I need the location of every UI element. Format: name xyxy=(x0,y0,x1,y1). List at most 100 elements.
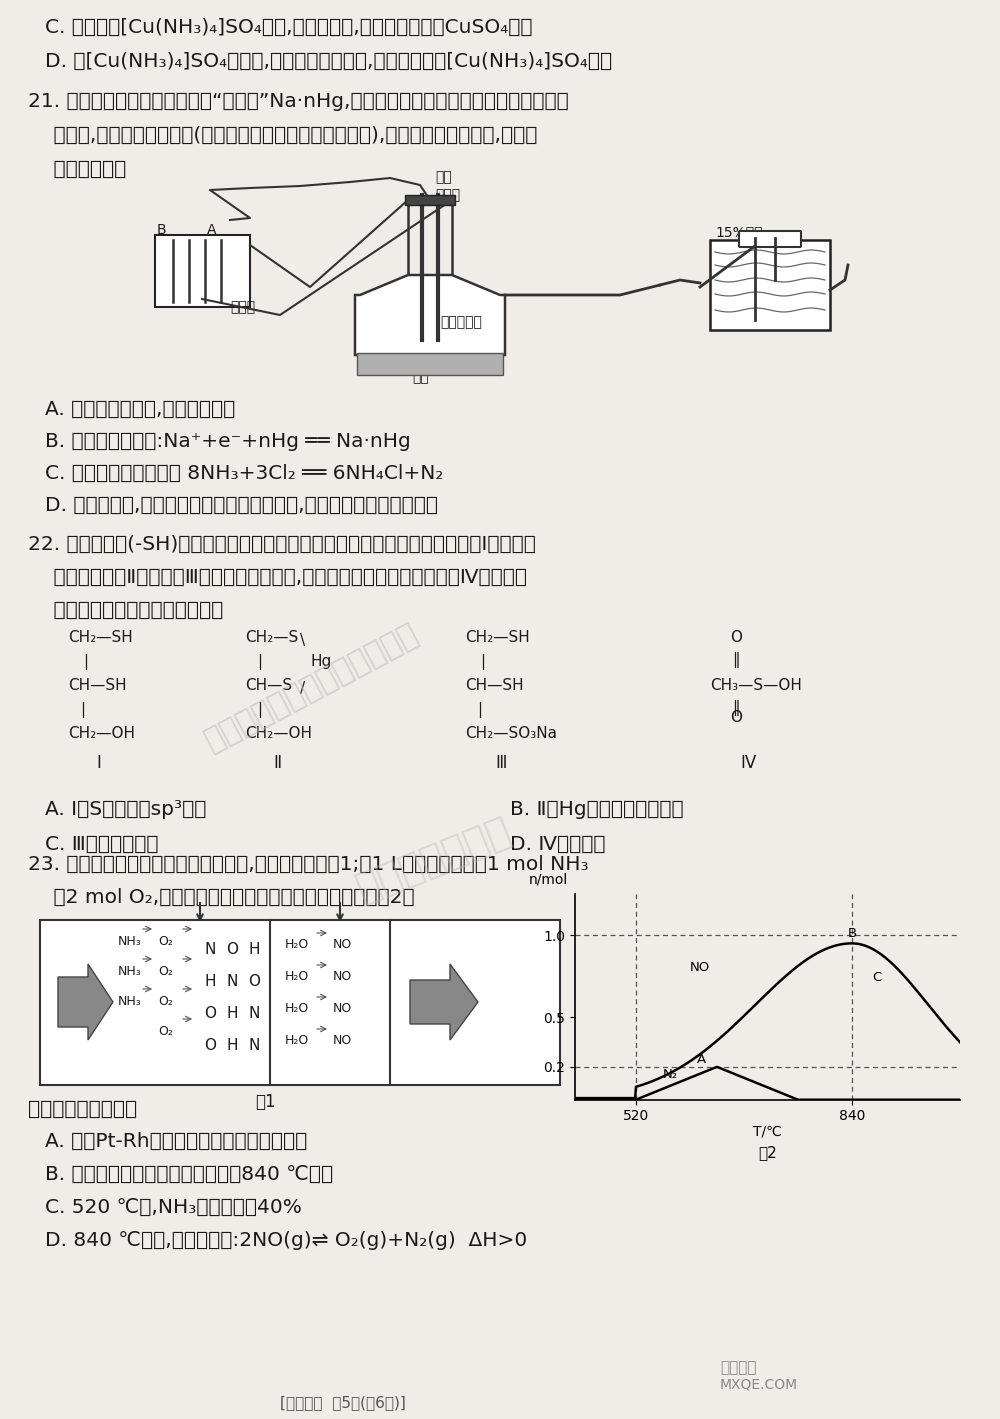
Text: CH₂—OH: CH₂—OH xyxy=(68,727,135,741)
Text: CH₃—S—OH: CH₃—S—OH xyxy=(710,678,802,692)
Text: H: H xyxy=(248,942,260,956)
Text: H₂O: H₂O xyxy=(285,1034,309,1047)
Text: ‖: ‖ xyxy=(732,651,740,668)
Polygon shape xyxy=(355,275,505,355)
Text: NO: NO xyxy=(333,1034,352,1047)
Bar xyxy=(357,353,503,375)
Text: N₂: N₂ xyxy=(663,1067,678,1080)
Text: n/mol: n/mol xyxy=(529,873,568,887)
Text: 22. 很多含巯基(-SH)的有机化合物是重金属元素汞的解毒剂。如解毒剂化合物Ⅰ可与氧化: 22. 很多含巯基(-SH)的有机化合物是重金属元素汞的解毒剂。如解毒剂化合物Ⅰ… xyxy=(28,535,536,553)
Text: 23. 氨的催化氧化是工业制硝酸的基础,其反应机理如图1;在1 L密闭容器中充入1 mol NH₃: 23. 氨的催化氧化是工业制硝酸的基础,其反应机理如图1;在1 L密闭容器中充入… xyxy=(28,856,589,874)
Text: 汞生成化合物Ⅱ。化合物Ⅲ也是一种汞解毒剂,在碱性环境中不稳定。化合物Ⅳ是一种强: 汞生成化合物Ⅱ。化合物Ⅲ也是一种汞解毒剂,在碱性环境中不稳定。化合物Ⅳ是一种强 xyxy=(28,568,527,587)
Text: 水银: 水银 xyxy=(412,370,429,385)
Text: O: O xyxy=(730,710,742,725)
Bar xyxy=(405,194,455,204)
Text: 图1: 图1 xyxy=(255,1093,276,1111)
Text: H: H xyxy=(204,973,216,989)
Text: CH₂—S: CH₂—S xyxy=(245,630,298,646)
Text: 玻璃管: 玻璃管 xyxy=(435,187,460,201)
Text: D. Ⅳ能溶解铜: D. Ⅳ能溶解铜 xyxy=(510,834,606,854)
Text: A. Ⅰ中S原子采取sp³杂化: A. Ⅰ中S原子采取sp³杂化 xyxy=(45,800,206,819)
Text: N: N xyxy=(248,1039,259,1053)
Text: O: O xyxy=(204,1006,216,1022)
Text: \: \ xyxy=(300,633,305,648)
Text: 法不正确的是: 法不正确的是 xyxy=(28,160,126,179)
Text: N: N xyxy=(204,942,215,956)
Text: CH₂—SH: CH₂—SH xyxy=(68,630,133,646)
Text: |: | xyxy=(257,702,262,718)
Text: NH₃: NH₃ xyxy=(118,995,142,1007)
Text: C. 加热浓缩[Cu(NH₃)₄]SO₄溶液,再冷却结晶,获得产品中只有CuSO₄晶体: C. 加热浓缩[Cu(NH₃)₄]SO₄溶液,再冷却结晶,获得产品中只有CuSO… xyxy=(45,18,532,37)
Text: 高三答案: 高三答案 xyxy=(720,1359,757,1375)
Text: N: N xyxy=(226,973,237,989)
Text: 下列说法不正确的是: 下列说法不正确的是 xyxy=(28,1100,137,1120)
Text: B: B xyxy=(157,223,167,237)
Text: Ⅱ: Ⅱ xyxy=(273,753,281,772)
Text: H₂O: H₂O xyxy=(285,971,309,983)
Text: |: | xyxy=(477,702,482,718)
Text: 高三答案公众号: 高三答案公众号 xyxy=(350,812,516,908)
Text: A. 铁丝起导电作用,水银充当阴极: A. 铁丝起导电作用,水银充当阴极 xyxy=(45,400,235,419)
Bar xyxy=(155,236,250,307)
Text: 铁丝: 铁丝 xyxy=(435,170,452,184)
Text: O: O xyxy=(248,973,260,989)
Text: H₂O: H₂O xyxy=(285,1002,309,1015)
Text: CH₂—OH: CH₂—OH xyxy=(245,727,312,741)
Text: B: B xyxy=(847,927,856,939)
Text: 图2: 图2 xyxy=(758,1145,777,1161)
Text: NH₃: NH₃ xyxy=(118,965,142,978)
Polygon shape xyxy=(410,964,478,1040)
Text: 15%氨水: 15%氨水 xyxy=(715,226,763,238)
Text: CH—S: CH—S xyxy=(245,678,292,692)
Text: CH—SH: CH—SH xyxy=(465,678,524,692)
Text: [高三化学  第5页(兲6页)]: [高三化学 第5页(兲6页)] xyxy=(280,1395,406,1410)
Text: 氧化性酸。下列说法不正确的是: 氧化性酸。下列说法不正确的是 xyxy=(28,602,223,620)
Text: 微信搜索「高三属岁小公居」: 微信搜索「高三属岁小公居」 xyxy=(200,619,423,756)
Text: |: | xyxy=(257,654,262,670)
Text: 石墨棒: 石墨棒 xyxy=(230,299,255,314)
Text: O: O xyxy=(226,942,238,956)
Text: H: H xyxy=(226,1039,238,1053)
X-axis label: T/℃: T/℃ xyxy=(753,1125,782,1139)
Text: C. 白烟产生的方程式为 8NH₃+3Cl₂ ══ 6NH₄Cl+N₂: C. 白烟产生的方程式为 8NH₃+3Cl₂ ══ 6NH₄Cl+N₂ xyxy=(45,464,443,482)
Text: 饱和食盐水: 饱和食盐水 xyxy=(440,315,482,329)
Text: 21. 金属钠可溶于水银形成合金“钠汞齐”Na·nHg,利用这一性质可通过电解饱和食盐水得到: 21. 金属钠可溶于水银形成合金“钠汞齐”Na·nHg,利用这一性质可通过电解饱… xyxy=(28,92,569,111)
Text: C: C xyxy=(872,971,881,985)
Text: Ⅰ: Ⅰ xyxy=(96,753,101,772)
Text: C. Ⅲ是两性化合物: C. Ⅲ是两性化合物 xyxy=(45,834,158,854)
Text: A: A xyxy=(207,223,216,237)
Text: A: A xyxy=(697,1053,706,1066)
Text: |: | xyxy=(480,654,485,670)
Text: CH₂—SH: CH₂—SH xyxy=(465,630,530,646)
Text: NO: NO xyxy=(333,971,352,983)
Text: D. 电解开始后,石墨棒表面立即产生大量气泡,水银表面始终无气泡产生: D. 电解开始后,石墨棒表面立即产生大量气泡,水银表面始终无气泡产生 xyxy=(45,497,438,515)
Text: Ⅳ: Ⅳ xyxy=(740,753,755,772)
Text: MXQE.COM: MXQE.COM xyxy=(720,1378,798,1392)
Text: C. 520 ℃时,NH₃的转化率为40%: C. 520 ℃时,NH₃的转化率为40% xyxy=(45,1198,302,1218)
Text: NH₃: NH₃ xyxy=(118,935,142,948)
Text: D. 向[Cu(NH₃)₄]SO₄溶液中,缓慢逐滴加入乙醇,可析出大颗粒[Cu(NH₃)₄]SO₄晶体: D. 向[Cu(NH₃)₄]SO₄溶液中,缓慢逐滴加入乙醇,可析出大颗粒[Cu(… xyxy=(45,53,612,71)
Text: B. 阴极电极反应式:Na⁺+e⁻+nHg ══ Na·nHg: B. 阴极电极反应式:Na⁺+e⁻+nHg ══ Na·nHg xyxy=(45,431,411,451)
Bar xyxy=(40,920,560,1086)
Text: 和2 mol O₂,测得有关产物的物质的量与温度的关系如图2。: 和2 mol O₂,测得有关产物的物质的量与温度的关系如图2。 xyxy=(28,888,415,907)
Text: N: N xyxy=(248,1006,259,1022)
Text: ‖: ‖ xyxy=(732,700,740,717)
Bar xyxy=(710,240,830,331)
Text: B. 氨的催化氧化最佳温度应控制在840 ℃左右: B. 氨的催化氧化最佳温度应控制在840 ℃左右 xyxy=(45,1165,333,1183)
Text: B. Ⅱ中Hg元素的电负性最大: B. Ⅱ中Hg元素的电负性最大 xyxy=(510,800,684,819)
Text: O: O xyxy=(204,1039,216,1053)
Text: NO: NO xyxy=(333,938,352,951)
Text: H: H xyxy=(226,1006,238,1022)
Text: A. 加入Pt-Rh合金的目的是提高反应的速率: A. 加入Pt-Rh合金的目的是提高反应的速率 xyxy=(45,1132,307,1151)
Text: CH₂—SO₃Na: CH₂—SO₃Na xyxy=(465,727,557,741)
Text: |: | xyxy=(83,654,88,670)
Text: O₂: O₂ xyxy=(158,935,173,948)
Polygon shape xyxy=(58,964,113,1040)
Text: NO: NO xyxy=(690,961,710,975)
Text: O₂: O₂ xyxy=(158,995,173,1007)
Text: CH—SH: CH—SH xyxy=(68,678,127,692)
Text: Hg: Hg xyxy=(310,654,331,668)
Text: NO: NO xyxy=(333,1002,352,1015)
Text: O: O xyxy=(730,630,742,646)
Text: H₂O: H₂O xyxy=(285,938,309,951)
